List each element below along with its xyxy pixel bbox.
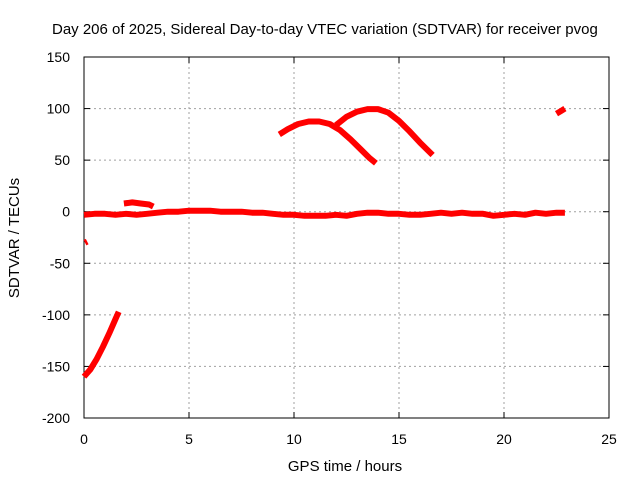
x-tick-label: 20 — [496, 431, 512, 447]
series-arc-a — [277, 118, 378, 166]
axis-ticks — [83, 56, 610, 419]
y-tick-label: -200 — [42, 410, 70, 426]
x-tick-label: 25 — [601, 431, 617, 447]
data-series — [81, 106, 567, 379]
y-tick-label: 100 — [47, 101, 71, 117]
y-tick-label: 0 — [62, 204, 70, 220]
y-tick-label: 50 — [54, 152, 70, 168]
x-tick-label: 15 — [391, 431, 407, 447]
y-tick-label: -150 — [42, 358, 70, 374]
y-tick-label: -50 — [50, 255, 70, 271]
x-tick-labels: 0 5 10 15 20 25 — [80, 431, 617, 447]
series-isolated-point — [83, 238, 89, 246]
y-tick-label: -100 — [42, 307, 70, 323]
x-tick-label: 10 — [286, 431, 302, 447]
x-tick-label: 5 — [185, 431, 193, 447]
series-arc-b — [334, 106, 435, 158]
x-axis-title: GPS time / hours — [288, 458, 402, 475]
plot-frame — [83, 56, 610, 419]
y-tick-label: 150 — [47, 49, 71, 65]
y-tick-labels: -200 -150 -100 -50 0 50 100 150 — [42, 49, 70, 426]
series-baseline — [83, 207, 565, 219]
grid-lines — [84, 57, 609, 418]
chart-title: Day 206 of 2025, Sidereal Day-to-day VTE… — [52, 21, 598, 38]
series-descending-start — [81, 310, 122, 379]
y-axis-title: SDTVAR / TECUs — [6, 178, 23, 298]
x-tick-label: 0 — [80, 431, 88, 447]
series-early-bump — [123, 199, 155, 210]
series-late-segment — [554, 106, 567, 117]
